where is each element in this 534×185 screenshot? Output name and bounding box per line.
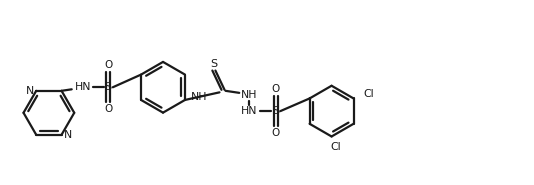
Text: HN: HN [241, 106, 257, 116]
Text: N: N [64, 130, 72, 140]
Text: NH: NH [191, 92, 207, 102]
Text: S: S [272, 106, 279, 116]
Text: O: O [272, 128, 280, 138]
Text: Cl: Cl [331, 142, 341, 152]
Text: NH: NH [241, 90, 257, 100]
Text: Cl: Cl [364, 89, 374, 99]
Text: N: N [26, 86, 34, 96]
Text: HN: HN [75, 82, 91, 92]
Text: O: O [272, 84, 280, 94]
Text: O: O [104, 60, 112, 70]
Text: S: S [105, 82, 112, 92]
Text: S: S [210, 59, 217, 69]
Text: O: O [104, 104, 112, 114]
